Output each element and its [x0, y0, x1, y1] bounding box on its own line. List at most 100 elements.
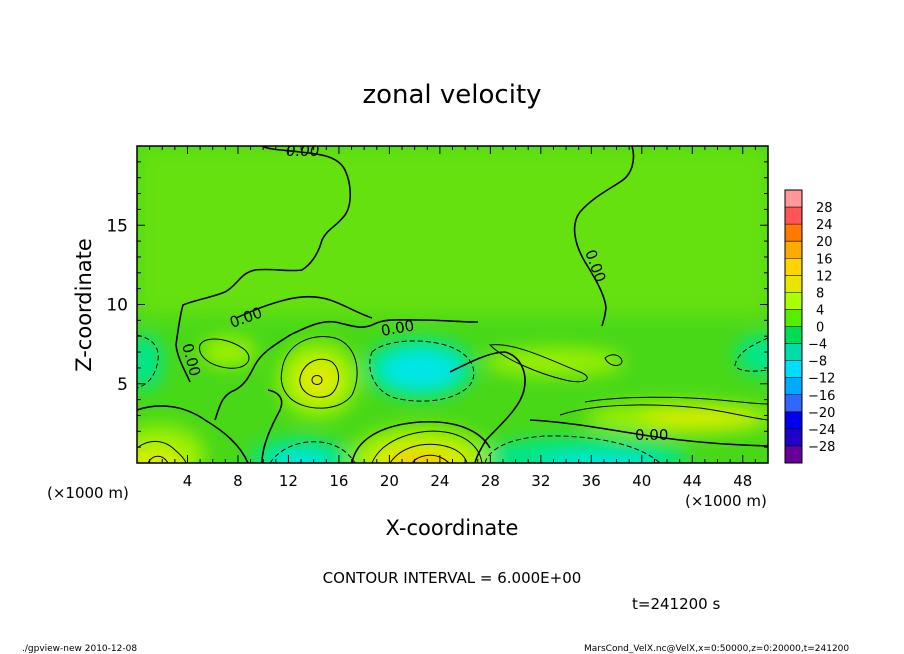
x-unit-label-left: (×1000 m) — [47, 484, 129, 502]
x-tick-label: 12 — [279, 472, 298, 490]
colorbar-swatch — [785, 207, 802, 225]
contour-label: 0.00 — [286, 142, 319, 160]
negative-contours — [137, 334, 768, 463]
field-region — [370, 443, 470, 463]
y-axis-label: Z-coordinate — [72, 238, 96, 372]
contour-label: 0.00 — [380, 316, 416, 340]
contour-label: 0.00 — [635, 426, 668, 444]
x-tick-label: 20 — [380, 472, 399, 490]
zero-contour-right — [573, 146, 635, 327]
field-region — [735, 335, 768, 375]
colorbar-swatch — [785, 190, 802, 208]
colorbar-swatch — [785, 360, 802, 379]
pos-contour-eddy-inner — [299, 358, 339, 398]
pos-contour-band-right-2 — [584, 396, 768, 405]
x-tick-label: 32 — [531, 472, 550, 490]
colorbar-label: 28 — [816, 201, 833, 216]
colorbar-swatch — [785, 445, 802, 464]
plot-area: 0.00 0.00 0.00 0.00 0.00 0.00 — [137, 142, 768, 463]
field-region — [296, 360, 340, 400]
colorbar-swatch — [785, 377, 802, 396]
colorbar-label: 24 — [816, 218, 833, 233]
x-tick-label: 16 — [329, 472, 348, 490]
x-tick-label: 36 — [582, 472, 601, 490]
colorbar-swatch — [785, 326, 802, 345]
velocity-field — [137, 146, 768, 463]
contour-interval: CONTOUR INTERVAL = 6.000E+00 — [323, 569, 582, 587]
pos-contour-bottom-center-1 — [371, 430, 483, 463]
field-region — [640, 410, 760, 426]
zero-contour-left-vertical — [261, 389, 283, 463]
colorbar-swatch — [785, 343, 802, 362]
field-region — [137, 146, 768, 316]
colorbar-label: −20 — [808, 406, 835, 421]
pos-contour-band-right — [559, 404, 768, 421]
zero-contour-bottom-right — [449, 351, 526, 463]
neg-contour-center — [369, 340, 475, 402]
x-axis-ticks: 4 8 12 16 20 24 28 32 36 40 44 48 — [149, 146, 756, 490]
zero-contour-top — [175, 146, 352, 383]
field-region — [470, 438, 690, 463]
neg-contour-left — [137, 334, 159, 389]
colorbar-swatch — [785, 275, 802, 293]
y-tick-label: 5 — [117, 375, 128, 395]
y-tick-label: 15 — [106, 216, 128, 236]
colorbar-label: 20 — [816, 235, 833, 250]
colorbar-swatch — [785, 292, 802, 310]
chart-title: zonal velocity — [362, 80, 541, 110]
x-tick-label: 28 — [481, 472, 500, 490]
x-unit-label-right: (×1000 m) — [685, 492, 767, 510]
x-axis-label: X-coordinate — [386, 516, 519, 540]
colorbar-swatch — [785, 394, 802, 413]
time-label: t=241200 s — [632, 595, 720, 613]
colorbar-swatch — [785, 258, 802, 276]
y-tick-label: 10 — [106, 296, 128, 316]
zero-contour-band-lower — [529, 419, 768, 447]
colorbar: 28 24 20 16 12 8 4 0 −4 −8 −12 −16 −20 −24 −28 — [784, 189, 835, 464]
pos-contour-small-right — [604, 354, 623, 366]
field-region — [200, 337, 256, 367]
zero-contour-upper-band — [235, 295, 373, 319]
field-region — [137, 450, 183, 463]
zero-contours — [137, 146, 768, 463]
colorbar-label: −28 — [808, 440, 835, 455]
colorbar-swatch — [785, 411, 802, 430]
y-axis-ticks: 5 10 15 — [106, 161, 768, 448]
footer-left: ./gpview-new 2010-12-08 — [22, 644, 137, 654]
field-region — [545, 456, 655, 463]
colorbar-label: −4 — [808, 338, 827, 353]
pos-contour-bottom-center-2 — [389, 443, 468, 463]
neg-contour-bottom-left — [269, 441, 356, 463]
field-region — [380, 350, 460, 390]
pos-contour-left-lobe — [199, 338, 250, 369]
x-tick-label: 8 — [233, 472, 243, 490]
footer-right: MarsCond_VelX.nc@VelX,x=0:50000,z=0:2000… — [584, 644, 849, 654]
x-tick-label: 44 — [683, 472, 702, 490]
x-tick-label: 24 — [430, 472, 449, 490]
colorbar-label: 12 — [816, 269, 833, 284]
colorbar-swatch — [785, 309, 802, 327]
x-tick-label: 4 — [183, 472, 193, 490]
pos-contour-bottom-left — [137, 441, 187, 463]
colorbar-label: 4 — [816, 303, 824, 318]
field-region — [270, 453, 330, 463]
colorbar-label: 0 — [816, 321, 824, 336]
colorbar-swatch — [785, 241, 802, 259]
colorbar-swatch — [785, 428, 802, 447]
pos-contour-bottom-center-3 — [411, 454, 450, 463]
colorbar-label: −24 — [808, 423, 835, 438]
x-tick-label: 48 — [733, 472, 752, 490]
field-region — [137, 334, 163, 390]
x-tick-label: 40 — [632, 472, 651, 490]
colorbar-label: −8 — [808, 355, 827, 370]
colorbar-swatch — [785, 224, 802, 242]
colorbar-label: 16 — [816, 252, 833, 267]
neg-contour-bottom-right — [484, 435, 661, 463]
zero-contour-bottom-left — [137, 405, 249, 463]
colorbar-label: −12 — [808, 372, 835, 387]
pos-contour-eddy-core — [311, 375, 323, 385]
colorbar-label: 8 — [816, 286, 824, 301]
zero-contour-center-arc — [351, 420, 491, 463]
colorbar-label: −16 — [808, 389, 835, 404]
